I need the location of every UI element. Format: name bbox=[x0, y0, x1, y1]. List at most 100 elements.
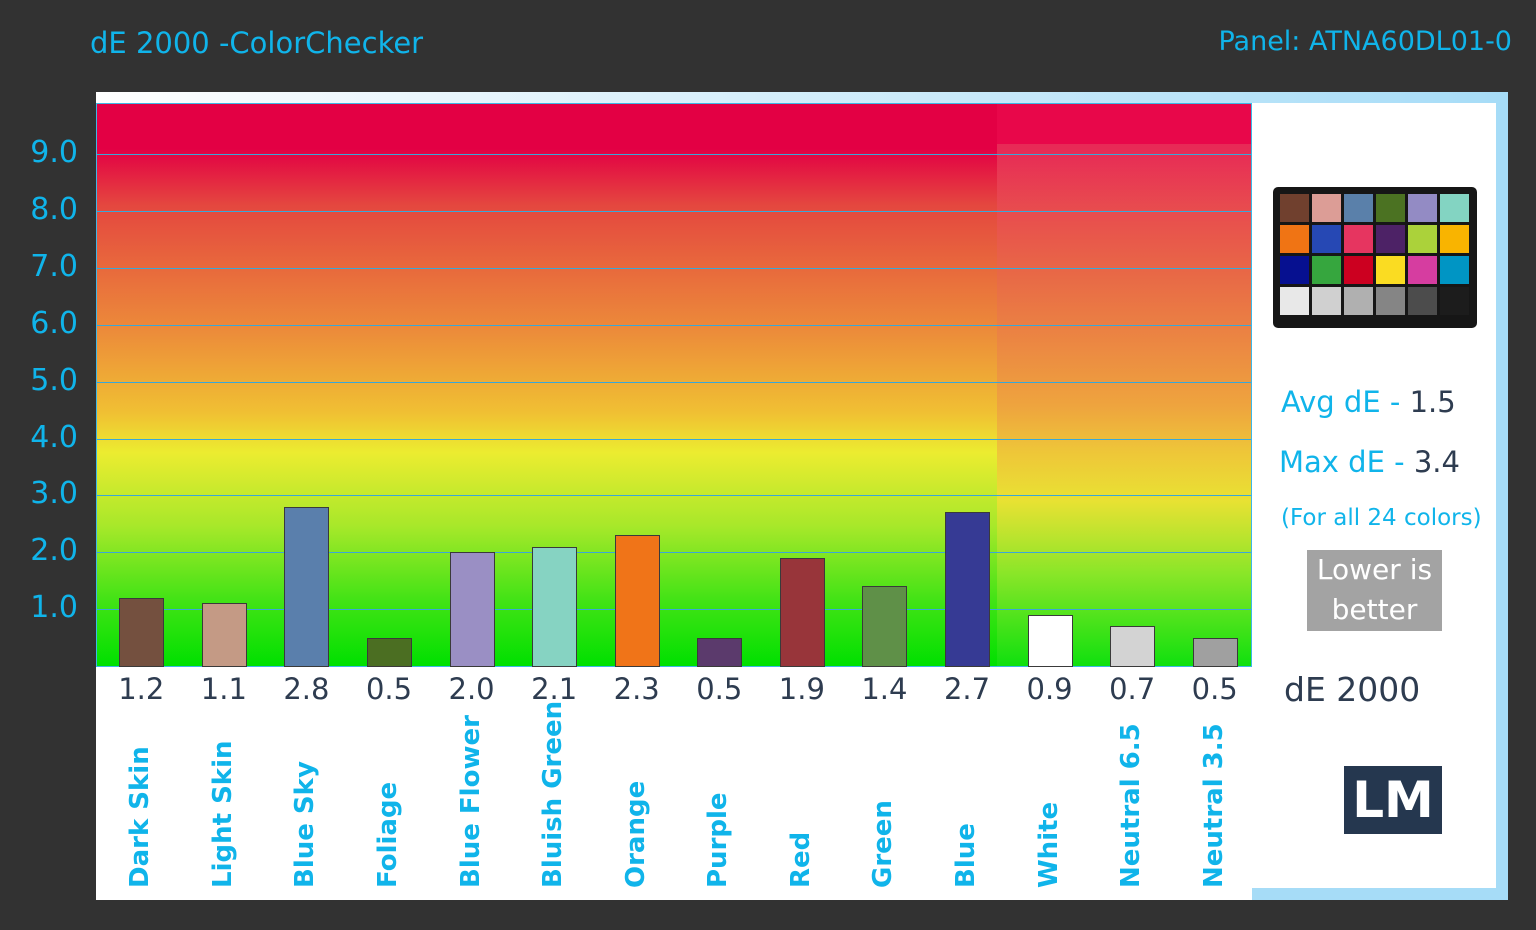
bar-neutral-3-5 bbox=[1192, 637, 1238, 667]
bar-blue bbox=[945, 512, 990, 667]
y-tick-label: 3.0 bbox=[30, 476, 78, 512]
gridline bbox=[97, 211, 1251, 213]
checker-swatch bbox=[1408, 194, 1437, 222]
value-label: 2.7 bbox=[943, 672, 991, 706]
colorchecker-image bbox=[1273, 187, 1477, 328]
bar-white bbox=[1027, 614, 1073, 667]
checker-swatch bbox=[1280, 225, 1309, 253]
category-label: Purple bbox=[703, 792, 734, 888]
category-label: Blue Sky bbox=[290, 761, 321, 888]
bar-light-skin bbox=[201, 603, 247, 667]
bar-purple bbox=[697, 637, 743, 667]
bar-orange bbox=[614, 535, 660, 667]
checker-swatch bbox=[1376, 256, 1405, 284]
avg-de-label: Avg dE - bbox=[1281, 385, 1410, 419]
y-tick-label: 5.0 bbox=[30, 362, 78, 398]
checker-swatch bbox=[1440, 256, 1469, 284]
colors-note: (For all 24 colors) bbox=[1281, 505, 1482, 531]
bar-blue-sky bbox=[284, 506, 330, 667]
y-tick-label: 4.0 bbox=[30, 419, 78, 455]
checker-swatch bbox=[1280, 256, 1309, 284]
category-label: Blue Flower bbox=[455, 715, 486, 888]
x-axis-label: dE 2000 bbox=[1284, 670, 1421, 709]
gridline bbox=[97, 267, 1251, 269]
value-label: 1.4 bbox=[861, 672, 908, 706]
panel-label: Panel: ATNA60DL01-0 bbox=[1218, 26, 1512, 57]
gridline bbox=[97, 154, 1251, 156]
value-label: 2.1 bbox=[531, 672, 578, 706]
frame-bottom-band bbox=[1252, 888, 1508, 900]
checker-swatch bbox=[1440, 225, 1469, 253]
max-de-value: 3.4 bbox=[1413, 445, 1460, 479]
chart-title: dE 2000 -ColorChecker bbox=[90, 26, 424, 60]
category-label: Dark Skin bbox=[125, 746, 156, 888]
bar-dark-skin bbox=[119, 597, 165, 667]
gridline bbox=[97, 438, 1251, 440]
checker-swatch bbox=[1344, 256, 1373, 284]
frame-right-band bbox=[1496, 92, 1508, 900]
value-label: 1.2 bbox=[118, 672, 165, 706]
value-label: 0.5 bbox=[1191, 672, 1238, 706]
checker-swatch bbox=[1312, 225, 1341, 253]
y-tick-label: 1.0 bbox=[30, 590, 78, 626]
lower-line1: Lower is bbox=[1316, 553, 1433, 586]
max-de: Max dE - 3.4 bbox=[1279, 445, 1460, 479]
checker-swatch bbox=[1440, 194, 1469, 222]
value-label: 0.5 bbox=[696, 672, 743, 706]
checker-swatch bbox=[1280, 287, 1309, 315]
checker-swatch bbox=[1312, 194, 1341, 222]
plot-area bbox=[96, 103, 1252, 667]
bar-red bbox=[779, 557, 825, 667]
gridline bbox=[97, 324, 1251, 326]
category-label: Red bbox=[785, 831, 816, 888]
value-label: 0.5 bbox=[365, 672, 413, 706]
bar-bluish-green bbox=[532, 546, 578, 667]
frame-top-strip bbox=[96, 92, 1508, 103]
lower-line2: better bbox=[1331, 593, 1418, 626]
category-label: Green bbox=[868, 800, 899, 888]
bar-neutral-6-5 bbox=[1110, 626, 1156, 667]
checker-swatch bbox=[1344, 287, 1373, 315]
y-tick-label: 9.0 bbox=[30, 135, 78, 171]
y-tick-label: 8.0 bbox=[30, 192, 78, 228]
gridline bbox=[97, 381, 1251, 383]
value-label: 2.8 bbox=[283, 672, 330, 706]
gridline bbox=[97, 552, 1251, 554]
value-label: 2.3 bbox=[613, 672, 660, 706]
bar-foliage bbox=[367, 637, 412, 667]
checker-swatch bbox=[1312, 256, 1341, 284]
checker-swatch bbox=[1280, 194, 1309, 222]
value-label: 0.7 bbox=[1109, 672, 1156, 706]
y-tick-label: 2.0 bbox=[30, 533, 78, 569]
y-tick-label: 6.0 bbox=[30, 305, 78, 341]
gridline bbox=[97, 495, 1251, 497]
avg-de-value: 1.5 bbox=[1409, 385, 1456, 419]
lower-is-better-badge: Lower is better bbox=[1307, 550, 1442, 631]
gridline bbox=[97, 609, 1251, 611]
checker-swatch bbox=[1312, 287, 1341, 315]
bar-green bbox=[862, 586, 908, 667]
checker-swatch bbox=[1440, 287, 1469, 315]
checker-swatch bbox=[1376, 225, 1405, 253]
checker-swatch bbox=[1408, 225, 1437, 253]
category-label: Neutral 6.5 bbox=[1116, 723, 1147, 888]
lm-logo: LM bbox=[1344, 766, 1442, 834]
value-label: 1.9 bbox=[778, 672, 825, 706]
max-de-label: Max dE - bbox=[1279, 445, 1414, 479]
value-label: 0.9 bbox=[1026, 672, 1073, 706]
category-label: White bbox=[1033, 801, 1064, 888]
neutral-zone-top bbox=[997, 104, 1251, 144]
value-label: 1.1 bbox=[200, 672, 247, 706]
checker-swatch bbox=[1376, 287, 1405, 315]
checker-swatch bbox=[1344, 225, 1373, 253]
neutral-zone-background bbox=[997, 144, 1251, 666]
category-label: Light Skin bbox=[207, 740, 238, 888]
checker-swatch bbox=[1408, 256, 1437, 284]
checker-swatch bbox=[1344, 194, 1373, 222]
category-label: Neutral 3.5 bbox=[1198, 723, 1229, 888]
avg-de: Avg dE - 1.5 bbox=[1281, 385, 1456, 419]
category-label: Blue bbox=[951, 823, 981, 888]
checker-swatch bbox=[1408, 287, 1437, 315]
value-label: 2.0 bbox=[448, 672, 495, 706]
y-tick-label: 7.0 bbox=[30, 248, 78, 284]
